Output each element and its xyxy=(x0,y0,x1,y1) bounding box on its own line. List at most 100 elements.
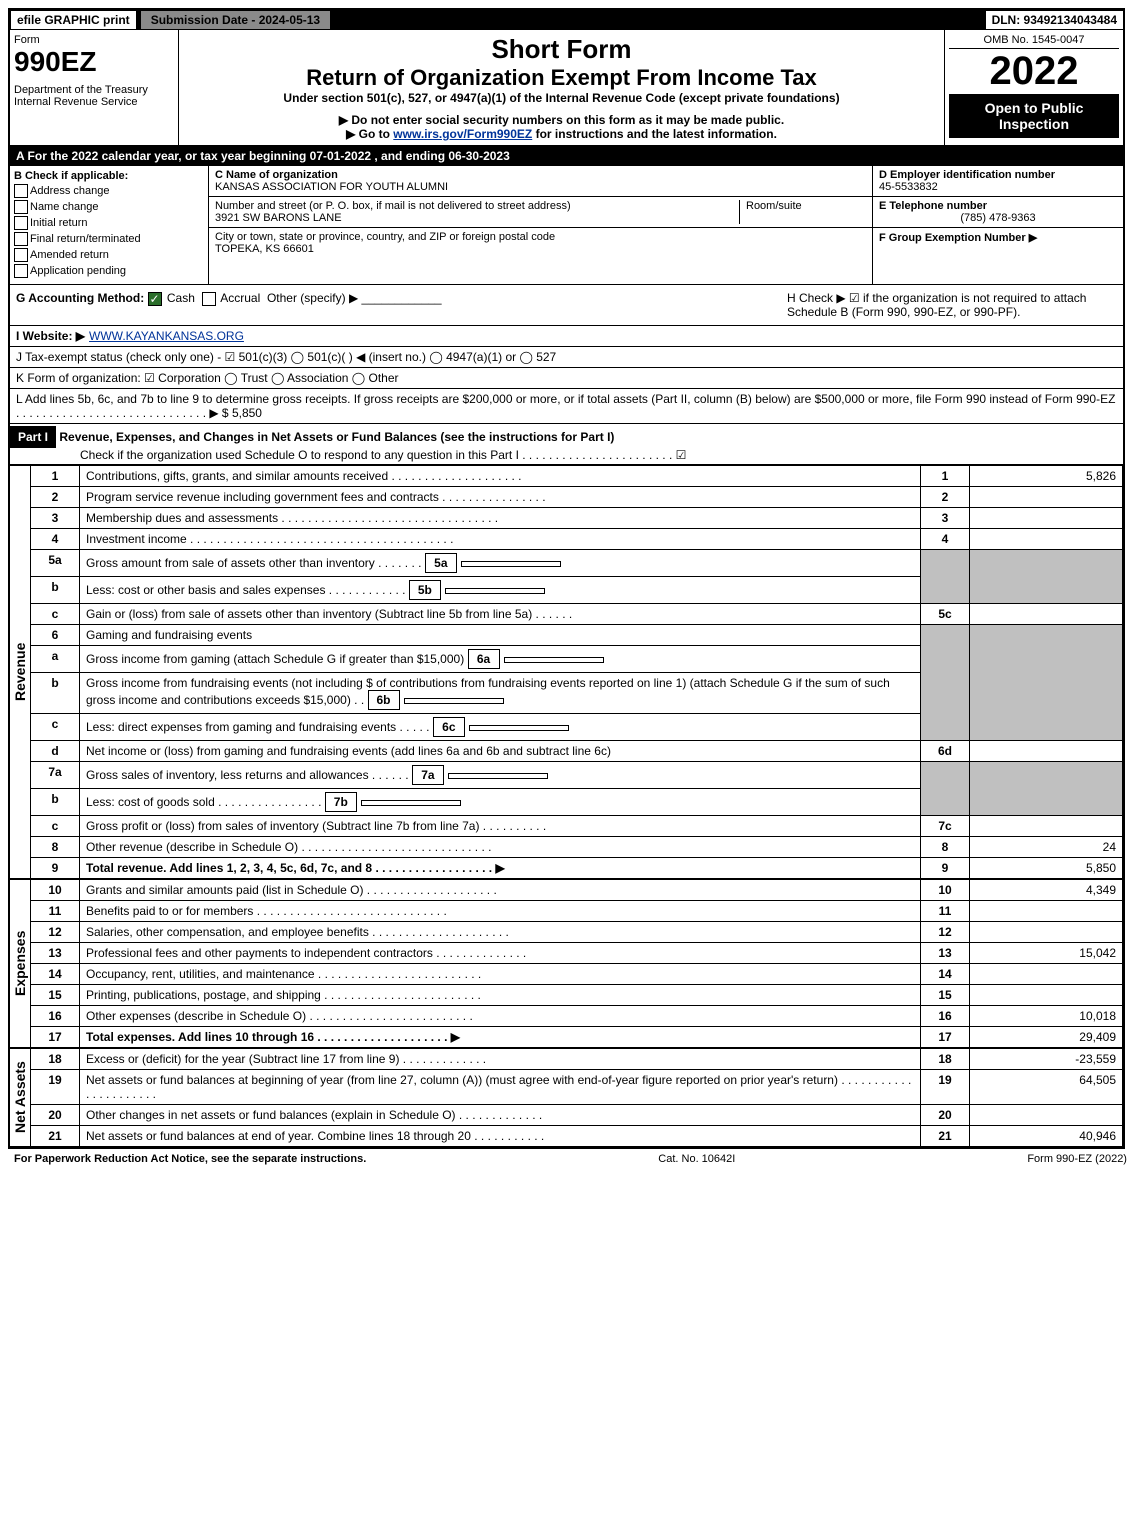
line5a-sub: 5a xyxy=(425,553,457,573)
org-name: KANSAS ASSOCIATION FOR YOUTH ALUMNI xyxy=(215,181,448,193)
line6b-desc: Gross income from fundraising events (no… xyxy=(80,673,921,714)
line9-amt: 5,850 xyxy=(970,858,1123,879)
check-final[interactable]: Final return/terminated xyxy=(14,232,204,246)
line18-amt: -23,559 xyxy=(970,1049,1123,1070)
ein: 45-5533832 xyxy=(879,181,938,193)
section-j: J Tax-exempt status (check only one) - ☑… xyxy=(10,347,1123,368)
line19-desc: Net assets or fund balances at beginning… xyxy=(80,1070,921,1105)
header-left: Form 990EZ Department of the Treasury In… xyxy=(10,30,179,145)
gross-receipts: L Add lines 5b, 6c, and 7b to line 9 to … xyxy=(16,392,1117,420)
form-990ez: efile GRAPHIC print Submission Date - 20… xyxy=(8,8,1125,1149)
section-gh: G Accounting Method: ✓ Cash Accrual Othe… xyxy=(10,285,1123,326)
efile-print[interactable]: efile GRAPHIC print xyxy=(10,10,137,30)
line6c-text: Less: direct expenses from gaming and fu… xyxy=(86,720,430,734)
line7a-text: Gross sales of inventory, less returns a… xyxy=(86,768,409,782)
line7b-desc: Less: cost of goods sold . . . . . . . .… xyxy=(80,789,921,816)
part-i-title: Revenue, Expenses, and Changes in Net As… xyxy=(59,430,614,444)
accrual-check[interactable] xyxy=(202,292,216,306)
note-ssn: ▶ Do not enter social security numbers o… xyxy=(183,113,940,127)
line1-desc: Contributions, gifts, grants, and simila… xyxy=(80,466,921,487)
irs-link[interactable]: www.irs.gov/Form990EZ xyxy=(393,127,532,141)
line17-desc: Total expenses. Add lines 10 through 16 … xyxy=(80,1027,921,1048)
accounting-label: G Accounting Method: xyxy=(16,291,144,305)
top-bar: efile GRAPHIC print Submission Date - 20… xyxy=(10,10,1123,30)
check-initial-label: Initial return xyxy=(30,217,87,229)
website-link[interactable]: WWW.KAYANKANSAS.ORG xyxy=(89,329,244,343)
line6a-desc: Gross income from gaming (attach Schedul… xyxy=(80,646,921,673)
line5a-text: Gross amount from sale of assets other t… xyxy=(86,556,421,570)
room-label: Room/suite xyxy=(746,200,802,212)
line7a-desc: Gross sales of inventory, less returns a… xyxy=(80,762,921,789)
line16-amt: 10,018 xyxy=(970,1006,1123,1027)
website-label: I Website: ▶ xyxy=(16,329,85,343)
section-b: B Check if applicable: Address change Na… xyxy=(10,166,209,284)
open-inspection: Open to Public Inspection xyxy=(949,94,1119,138)
dept: Department of the Treasury xyxy=(14,84,174,96)
line6d-desc: Net income or (loss) from gaming and fun… xyxy=(80,741,921,762)
check-address-label: Address change xyxy=(30,185,110,197)
line12-amt xyxy=(970,922,1123,943)
note2-prefix: ▶ Go to xyxy=(346,127,393,141)
line14-desc: Occupancy, rent, utilities, and maintena… xyxy=(80,964,921,985)
line13-desc: Professional fees and other payments to … xyxy=(80,943,921,964)
netassets-table: 18Excess or (deficit) for the year (Subt… xyxy=(31,1048,1123,1147)
org-name-label: C Name of organization xyxy=(215,169,338,181)
line14-amt xyxy=(970,964,1123,985)
line18-desc: Excess or (deficit) for the year (Subtra… xyxy=(80,1049,921,1070)
line6b-sub: 6b xyxy=(368,690,400,710)
line10-desc: Grants and similar amounts paid (list in… xyxy=(80,880,921,901)
tax-exempt-status: J Tax-exempt status (check only one) - ☑… xyxy=(16,350,556,364)
footer: For Paperwork Reduction Act Notice, see … xyxy=(8,1149,1129,1169)
netassets-section: Net Assets 18Excess or (deficit) for the… xyxy=(10,1048,1123,1147)
line7a-sub: 7a xyxy=(412,765,444,785)
cash-check[interactable]: ✓ xyxy=(148,292,162,306)
line7b-sub: 7b xyxy=(325,792,357,812)
cat-no: Cat. No. 10642I xyxy=(658,1153,735,1165)
check-address[interactable]: Address change xyxy=(14,184,204,198)
line6c-sub: 6c xyxy=(433,717,465,737)
section-l: L Add lines 5b, 6c, and 7b to line 9 to … xyxy=(10,389,1123,424)
irs: Internal Revenue Service xyxy=(14,96,174,108)
submission-date: Submission Date - 2024-05-13 xyxy=(141,11,330,29)
check-name[interactable]: Name change xyxy=(14,200,204,214)
revenue-table: 1Contributions, gifts, grants, and simil… xyxy=(31,465,1123,879)
sections-bcdef: B Check if applicable: Address change Na… xyxy=(10,166,1123,285)
form-label: Form xyxy=(14,34,174,46)
line15-desc: Printing, publications, postage, and shi… xyxy=(80,985,921,1006)
line6c-desc: Less: direct expenses from gaming and fu… xyxy=(80,714,921,741)
line5b-text: Less: cost or other basis and sales expe… xyxy=(86,583,405,597)
line4-amt xyxy=(970,529,1123,550)
dln: DLN: 93492134043484 xyxy=(986,11,1123,29)
form-ref: Form 990-EZ (2022) xyxy=(1027,1153,1127,1165)
line3-amt xyxy=(970,508,1123,529)
check-name-label: Name change xyxy=(30,201,99,213)
sections-def: D Employer identification number 45-5533… xyxy=(872,166,1123,284)
check-pending[interactable]: Application pending xyxy=(14,264,204,278)
section-a: A For the 2022 calendar year, or tax yea… xyxy=(10,146,1123,166)
phone: (785) 478-9363 xyxy=(879,212,1117,224)
line5c-desc: Gain or (loss) from sale of assets other… xyxy=(80,604,921,625)
line6-desc: Gaming and fundraising events xyxy=(80,625,921,646)
subtitle: Under section 501(c), 527, or 4947(a)(1)… xyxy=(183,91,940,105)
section-k: K Form of organization: ☑ Corporation ◯ … xyxy=(10,368,1123,389)
check-initial[interactable]: Initial return xyxy=(14,216,204,230)
line4-desc: Investment income . . . . . . . . . . . … xyxy=(80,529,921,550)
revenue-vlabel: Revenue xyxy=(10,465,31,879)
main-title: Return of Organization Exempt From Incom… xyxy=(183,65,940,91)
check-amended[interactable]: Amended return xyxy=(14,248,204,262)
netassets-vlabel: Net Assets xyxy=(10,1048,31,1147)
note-link: ▶ Go to www.irs.gov/Form990EZ for instru… xyxy=(183,127,940,141)
check-pending-label: Application pending xyxy=(30,265,126,277)
street-label: Number and street (or P. O. box, if mail… xyxy=(215,200,571,212)
line16-desc: Other expenses (describe in Schedule O) … xyxy=(80,1006,921,1027)
line8-desc: Other revenue (describe in Schedule O) .… xyxy=(80,837,921,858)
line6a-text: Gross income from gaming (attach Schedul… xyxy=(86,652,464,666)
section-i: I Website: ▶ WWW.KAYANKANSAS.ORG xyxy=(10,326,1123,347)
header-right: OMB No. 1545-0047 2022 Open to Public In… xyxy=(944,30,1123,145)
section-c: C Name of organization KANSAS ASSOCIATIO… xyxy=(209,166,872,284)
omb-number: OMB No. 1545-0047 xyxy=(949,34,1119,49)
line5a-desc: Gross amount from sale of assets other t… xyxy=(80,550,921,577)
city: TOPEKA, KS 66601 xyxy=(215,243,314,255)
line15-amt xyxy=(970,985,1123,1006)
city-label: City or town, state or province, country… xyxy=(215,231,555,243)
